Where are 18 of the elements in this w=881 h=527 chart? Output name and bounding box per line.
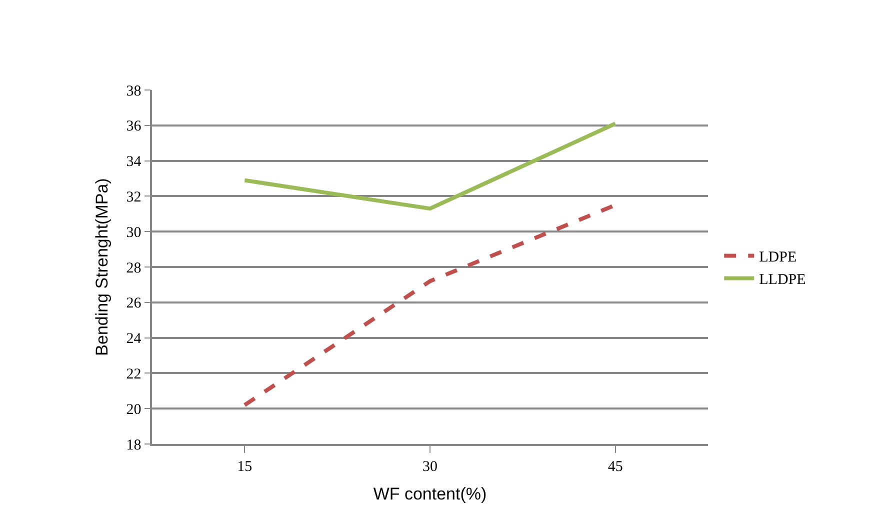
y-tick-label: 28 [126, 260, 142, 276]
y-tick-label: 34 [126, 154, 142, 170]
y-tick-label: 22 [126, 366, 142, 382]
y-tick-label: 24 [126, 331, 142, 348]
y-tick-label: 20 [126, 402, 142, 418]
y-tick-label: 18 [126, 437, 142, 454]
y-tick-label: 26 [126, 296, 142, 312]
y-tick-label: 30 [126, 224, 142, 241]
legend-label: LLDPE [759, 272, 806, 288]
legend-label: LDPE [759, 250, 797, 266]
y-tick-label: 36 [126, 118, 142, 135]
x-tick-label: 15 [237, 458, 252, 475]
x-tick-label: 45 [608, 458, 623, 475]
y-tick-label: 38 [126, 83, 142, 100]
x-axis-title: WF content(%) [373, 484, 487, 504]
x-tick-label: 30 [422, 458, 438, 475]
y-tick-label: 32 [126, 189, 142, 206]
y-axis-title: Bending Strenght(MPa) [92, 178, 112, 356]
